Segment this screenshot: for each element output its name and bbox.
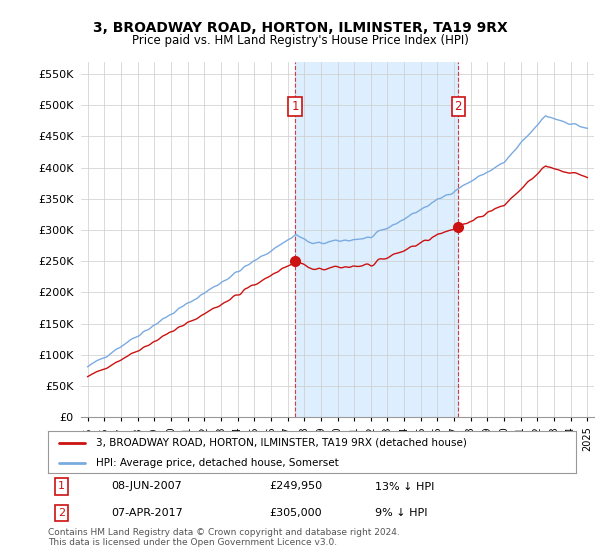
Text: 3, BROADWAY ROAD, HORTON, ILMINSTER, TA19 9RX: 3, BROADWAY ROAD, HORTON, ILMINSTER, TA1… xyxy=(92,21,508,35)
Text: 1: 1 xyxy=(58,482,65,492)
Bar xyxy=(295,62,458,417)
Text: 2: 2 xyxy=(455,100,462,113)
Text: Contains HM Land Registry data © Crown copyright and database right 2024.
This d: Contains HM Land Registry data © Crown c… xyxy=(48,528,400,547)
Text: £249,950: £249,950 xyxy=(270,482,323,492)
Text: 3, BROADWAY ROAD, HORTON, ILMINSTER, TA19 9RX (detached house): 3, BROADWAY ROAD, HORTON, ILMINSTER, TA1… xyxy=(95,438,466,448)
Text: 08-JUN-2007: 08-JUN-2007 xyxy=(112,482,182,492)
Text: 13% ↓ HPI: 13% ↓ HPI xyxy=(376,482,435,492)
Text: Price paid vs. HM Land Registry's House Price Index (HPI): Price paid vs. HM Land Registry's House … xyxy=(131,34,469,46)
Text: HPI: Average price, detached house, Somerset: HPI: Average price, detached house, Some… xyxy=(95,458,338,468)
Text: 2: 2 xyxy=(58,508,65,518)
Text: 07-APR-2017: 07-APR-2017 xyxy=(112,508,183,518)
Text: 9% ↓ HPI: 9% ↓ HPI xyxy=(376,508,428,518)
Text: £305,000: £305,000 xyxy=(270,508,322,518)
Text: 1: 1 xyxy=(292,100,299,113)
